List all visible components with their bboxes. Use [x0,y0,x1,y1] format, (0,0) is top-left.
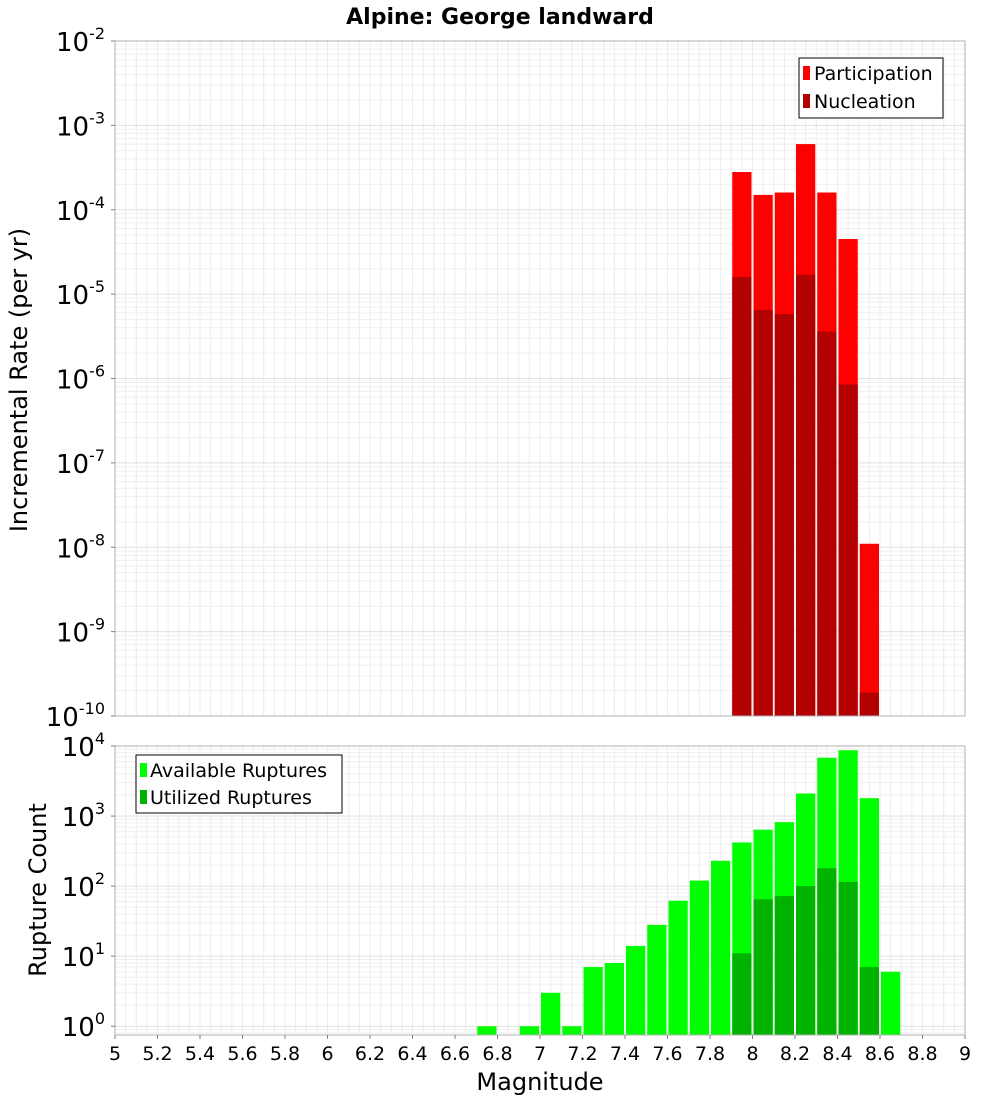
x-tick-label: 5.8 [270,1043,300,1065]
top-bars [732,144,879,717]
y-tick-label-rate: 10-4 [56,193,105,227]
bar-available-ruptures [519,1026,539,1035]
x-tick-label: 6 [321,1043,333,1065]
x-tick-label: 7.6 [652,1043,682,1065]
top-y-ticks: 10-10 10-9 10-8 10-7 10-6 10-5 10-4 10-3 10-2 [46,24,115,733]
bar-utilized-ruptures [774,896,794,1035]
y-tick-label-count: 103 [62,799,105,833]
top-legend-box [798,57,944,119]
bottom-plot: 100 101 102 103 104 5 5.2 5.4 5.6 5.8 6 6.2 6.4 6.6 6… [24,729,971,1096]
bar-available-ruptures [626,945,646,1035]
legend-label-utilized: Utilized Ruptures [150,787,312,809]
bottom-y-ticks: 100 101 102 103 104 [62,729,115,1043]
bottom-bars [477,750,901,1035]
bar-available-ruptures [711,860,731,1035]
x-tick-label: 8 [746,1043,758,1065]
y-tick-label-rate: 10-10 [46,699,105,733]
x-tick-label: 8.6 [865,1043,895,1065]
bottom-y-axis-label: Rupture Count [24,803,52,977]
bar-participation [859,543,879,716]
x-tick-label: 6.2 [355,1043,385,1065]
top-legend: Participation Nucleation [798,57,944,119]
y-tick-label-count: 100 [62,1009,105,1043]
bar-available-ruptures [647,924,667,1035]
x-tick-label: 7.8 [695,1043,725,1065]
bar-utilized-ruptures [753,899,773,1035]
bar-nucleation [753,309,773,716]
bar-available-ruptures [668,900,688,1035]
x-tick-label: 9 [959,1043,971,1065]
x-tick-label: 8.4 [822,1043,852,1065]
bar-utilized-ruptures [796,886,816,1035]
x-tick-label: 5.4 [185,1043,215,1065]
bar-nucleation [838,384,858,716]
bar-utilized-ruptures [838,881,858,1035]
y-tick-label-rate: 10-8 [56,530,105,564]
x-tick-label: 6.8 [482,1043,512,1065]
y-tick-label-rate: 10-6 [56,362,105,396]
bar-nucleation [774,314,794,716]
bar-utilized-ruptures [732,953,752,1035]
chart-title: Alpine: George landward [346,5,654,30]
x-tick-label: 6.4 [397,1043,427,1065]
bar-utilized-ruptures [817,868,837,1035]
y-tick-label-rate: 10-7 [56,446,105,480]
bar-utilized-ruptures [859,967,879,1035]
bar-nucleation [732,276,752,716]
bar-available-ruptures [689,880,709,1035]
legend-swatch-participation [803,66,810,80]
x-tick-label: 7.2 [567,1043,597,1065]
bar-available-ruptures [562,1026,582,1035]
y-tick-label-rate: 10-9 [56,615,105,649]
x-tick-label: 8.8 [907,1043,937,1065]
x-tick-label: 7.4 [610,1043,640,1065]
x-tick-label: 5 [109,1043,121,1065]
bar-available-ruptures [881,971,901,1035]
y-tick-label-count: 104 [62,729,105,763]
x-tick-label: 7 [534,1043,546,1065]
top-grid [114,40,966,717]
x-ticks: 5 5.2 5.4 5.6 5.8 6 6.2 6.4 6.6 6.8 7 7.2 7.4 7.6 7.8 8… [109,1035,971,1065]
bar-nucleation [817,331,837,716]
legend-swatch-available [140,763,147,777]
x-tick-label: 5.2 [142,1043,172,1065]
bar-available-ruptures [477,1026,497,1035]
legend-label-available: Available Ruptures [150,760,327,782]
x-tick-label: 8.2 [780,1043,810,1065]
y-tick-label-rate: 10-3 [56,108,105,142]
top-plot: 10-10 10-9 10-8 10-7 10-6 10-5 10-4 10-3 10-2 In… [5,24,966,733]
legend-label-nucleation: Nucleation [814,91,916,113]
legend-swatch-nucleation [803,94,810,108]
legend-label-participation: Participation [814,63,933,85]
bar-available-ruptures [541,992,561,1035]
bar-nucleation [796,274,816,716]
bottom-legend: Available Ruptures Utilized Ruptures [135,754,343,814]
bar-nucleation [859,692,879,716]
y-tick-label-count: 102 [62,869,105,903]
y-tick-label-rate: 10-5 [56,277,105,311]
y-tick-label-rate: 10-2 [56,24,105,58]
x-axis-label: Magnitude [476,1068,603,1096]
bar-available-ruptures [604,962,624,1035]
y-tick-label-count: 101 [62,939,105,973]
x-tick-label: 5.6 [227,1043,257,1065]
bar-available-ruptures [583,967,603,1035]
top-y-axis-label: Incremental Rate (per yr) [5,228,33,532]
bottom-legend-box [135,754,343,814]
x-tick-label: 6.6 [440,1043,470,1065]
legend-swatch-utilized [140,790,147,804]
